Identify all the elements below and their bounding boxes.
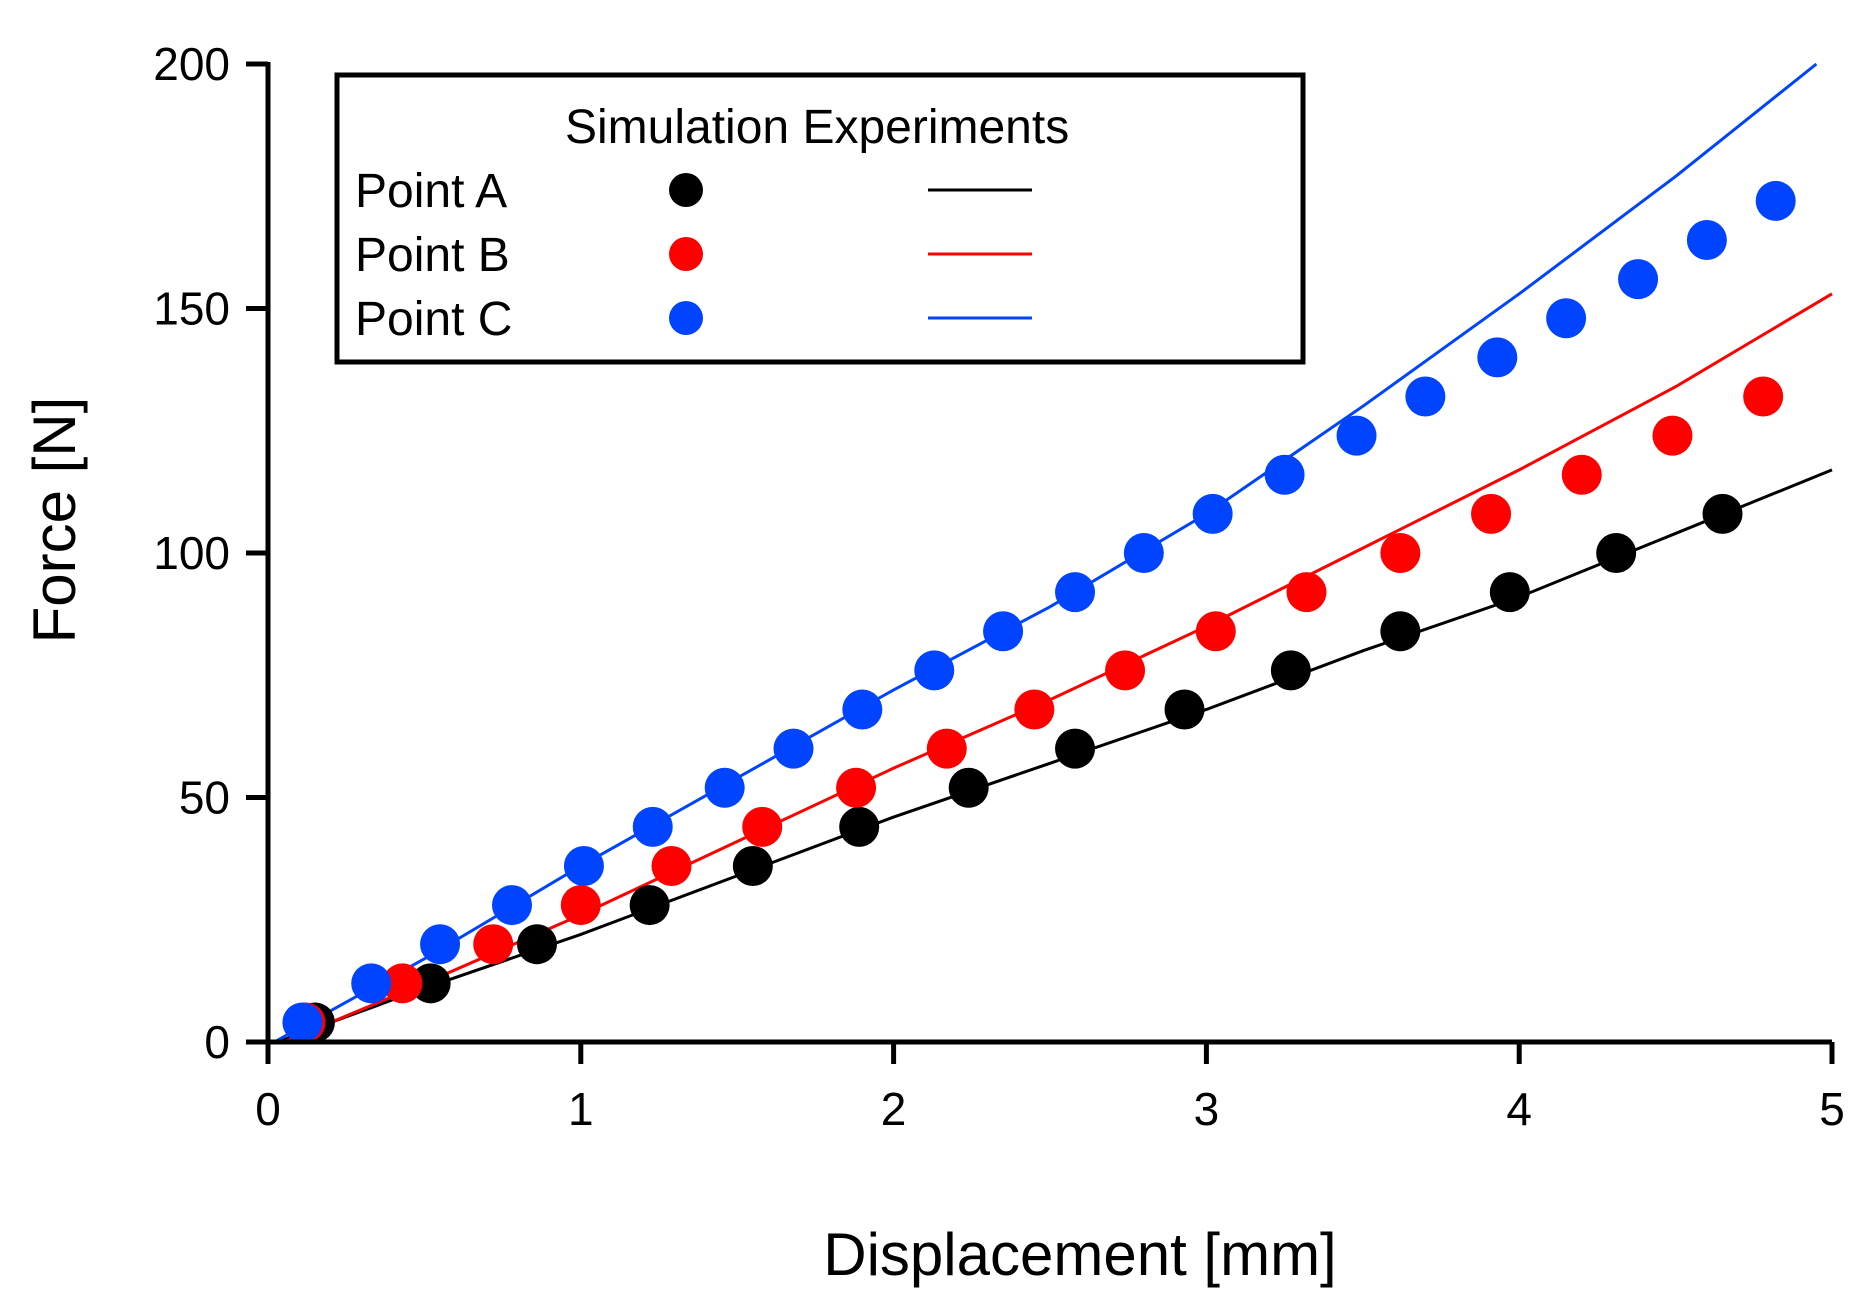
y-tick-label: 150 (153, 283, 230, 335)
simulation-point-point-c (1686, 220, 1727, 261)
legend-label: Point C (355, 293, 512, 346)
legend-label: Point A (355, 165, 507, 218)
simulation-point-point-b (1743, 376, 1784, 417)
simulation-point-point-a (629, 885, 670, 926)
simulation-point-point-b (836, 767, 877, 808)
simulation-point-point-b (473, 924, 514, 965)
simulation-markers (282, 180, 1796, 1043)
y-tick-label: 0 (204, 1016, 230, 1068)
simulation-point-point-b (1286, 572, 1327, 613)
simulation-point-point-c (1546, 298, 1587, 339)
simulation-point-point-a (839, 806, 880, 847)
x-axis-title: Displacement [mm] (823, 1221, 1336, 1288)
simulation-point-point-b (1471, 493, 1512, 534)
x-tick-label: 3 (1194, 1083, 1220, 1135)
legend-rows: Point A Point B Point C (355, 165, 1032, 346)
simulation-point-point-a (1055, 728, 1096, 769)
simulation-point-point-c (1477, 337, 1518, 378)
simulation-point-point-b (560, 885, 601, 926)
x-tick-label: 1 (568, 1083, 594, 1135)
simulation-point-point-c (351, 963, 392, 1004)
y-tick-label: 100 (153, 527, 230, 579)
simulation-point-point-c (1264, 454, 1305, 495)
simulation-point-point-c (1192, 493, 1233, 534)
simulation-point-point-b (1652, 415, 1693, 456)
simulation-point-point-a (1596, 533, 1637, 573)
legend-marker (669, 173, 703, 207)
simulation-point-point-a (1164, 689, 1205, 730)
simulation-point-point-c (983, 611, 1024, 652)
legend-marker (669, 237, 703, 271)
legend-header: Simulation Experiments (565, 101, 1069, 154)
simulation-point-point-b (1380, 533, 1421, 573)
simulation-point-point-b (742, 806, 783, 847)
simulation-point-point-a (1702, 493, 1743, 534)
legend-label: Point B (355, 229, 510, 282)
x-tick-label: 4 (1506, 1083, 1532, 1135)
simulation-point-point-c (773, 728, 814, 769)
simulation-point-point-a (1270, 650, 1311, 691)
simulation-point-point-c (563, 845, 604, 886)
simulation-point-point-c (1618, 259, 1659, 300)
simulation-point-point-a (410, 963, 451, 1004)
simulation-point-point-a (1489, 572, 1530, 613)
simulation-point-point-b (382, 963, 423, 1004)
simulation-point-point-c (420, 924, 461, 965)
simulation-point-point-c (1123, 533, 1164, 573)
y-axis-title: Force [N] (21, 397, 88, 644)
x-tick-label: 0 (255, 1083, 281, 1135)
simulation-point-point-c (632, 806, 673, 847)
simulation-point-point-a (948, 767, 989, 808)
simulation-point-point-b (1195, 611, 1236, 652)
simulation-point-point-b (1561, 454, 1602, 495)
simulation-point-point-c (491, 885, 532, 926)
simulation-point-point-c (1055, 572, 1096, 613)
x-tick-label: 2 (881, 1083, 907, 1135)
experiment-line-point-b (283, 292, 1833, 1044)
simulation-point-point-b (651, 845, 692, 886)
simulation-point-point-c (1405, 376, 1446, 417)
simulation-point-point-b (1105, 650, 1146, 691)
x-tick-label: 5 (1819, 1083, 1845, 1135)
simulation-point-point-c (1336, 415, 1377, 456)
y-tick-label: 200 (153, 38, 230, 90)
simulation-point-point-b (926, 728, 967, 769)
simulation-point-point-c (282, 1002, 323, 1043)
simulation-point-point-b (1014, 689, 1055, 730)
simulation-point-point-c (914, 650, 955, 691)
simulation-point-point-c (1755, 180, 1796, 221)
legend-box (334, 72, 1306, 365)
y-tick-label: 50 (179, 772, 230, 824)
legend-marker (669, 301, 703, 335)
simulation-point-point-a (1380, 611, 1421, 652)
simulation-point-point-a (517, 924, 558, 965)
simulation-point-point-a (732, 845, 773, 886)
simulation-point-point-c (842, 689, 883, 730)
simulation-point-point-c (704, 767, 745, 808)
